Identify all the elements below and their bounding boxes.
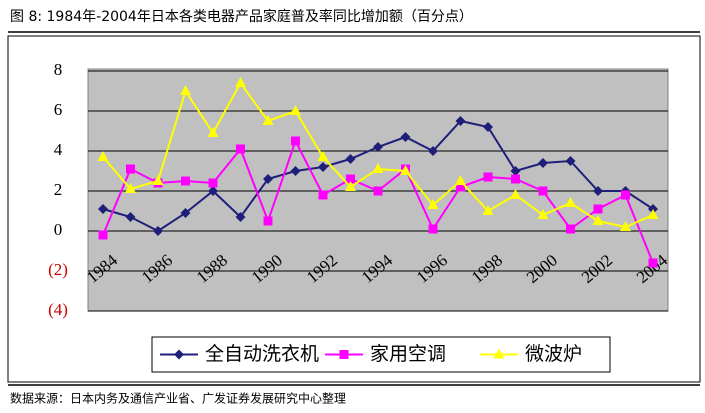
point bbox=[648, 258, 658, 268]
point bbox=[455, 116, 466, 126]
point bbox=[152, 175, 164, 185]
point bbox=[263, 174, 273, 184]
y-tick-label: 0 bbox=[54, 220, 63, 239]
legend-marker bbox=[339, 350, 349, 359]
point bbox=[373, 142, 383, 152]
y-tick-label: 6 bbox=[54, 100, 63, 119]
y-tick-label: 4 bbox=[54, 140, 63, 159]
legend-box bbox=[151, 336, 611, 373]
point bbox=[291, 136, 300, 146]
legend-marker bbox=[174, 349, 184, 360]
legend-label: 微波炉 bbox=[525, 343, 582, 365]
point bbox=[538, 158, 548, 168]
point bbox=[482, 205, 494, 215]
legend-marker bbox=[493, 348, 505, 359]
point bbox=[180, 85, 191, 95]
point bbox=[427, 199, 439, 209]
point bbox=[98, 204, 108, 214]
point bbox=[593, 204, 603, 214]
legend-label: 全自动洗衣机 bbox=[205, 343, 319, 365]
point bbox=[125, 212, 136, 222]
point bbox=[400, 165, 411, 175]
chart-frame bbox=[7, 35, 701, 383]
legend-label: 家用空调 bbox=[370, 343, 446, 365]
point bbox=[97, 151, 109, 161]
point bbox=[235, 212, 246, 222]
point bbox=[400, 132, 411, 142]
point bbox=[456, 182, 465, 192]
point bbox=[428, 224, 438, 234]
point bbox=[235, 77, 246, 87]
point bbox=[510, 166, 521, 176]
point bbox=[592, 215, 604, 225]
point bbox=[372, 163, 384, 173]
point bbox=[621, 190, 630, 200]
point bbox=[125, 183, 136, 193]
point bbox=[537, 209, 549, 219]
point bbox=[126, 164, 135, 174]
y-tick-label: 2 bbox=[54, 180, 63, 199]
point bbox=[373, 186, 383, 196]
point bbox=[290, 105, 301, 115]
y-tick-label: 8 bbox=[54, 60, 63, 79]
chart-title: 图 8: 1984年-2004年日本各类电器产品家庭普及率同比增加额（百分点） bbox=[10, 8, 473, 25]
point bbox=[318, 190, 328, 200]
point bbox=[647, 209, 659, 219]
point bbox=[207, 127, 219, 137]
point bbox=[180, 208, 191, 218]
point bbox=[345, 181, 356, 191]
point bbox=[236, 144, 245, 154]
point bbox=[98, 230, 108, 240]
point bbox=[263, 216, 273, 226]
point bbox=[565, 197, 576, 207]
point bbox=[483, 122, 493, 132]
point bbox=[153, 226, 163, 236]
y-tick-label: (2) bbox=[48, 260, 68, 279]
point bbox=[565, 156, 576, 166]
point bbox=[483, 172, 493, 182]
point bbox=[566, 224, 575, 234]
point bbox=[346, 174, 355, 184]
y-tick-label: (4) bbox=[48, 300, 68, 319]
point bbox=[620, 221, 631, 231]
point bbox=[208, 178, 218, 188]
point bbox=[510, 189, 521, 199]
point bbox=[208, 186, 218, 196]
point bbox=[262, 115, 274, 125]
point bbox=[290, 166, 301, 176]
point bbox=[317, 151, 329, 161]
point bbox=[593, 186, 603, 196]
point bbox=[181, 176, 190, 186]
point bbox=[538, 186, 548, 196]
point bbox=[455, 175, 466, 185]
point bbox=[318, 162, 328, 172]
point bbox=[428, 146, 438, 156]
point bbox=[345, 154, 356, 164]
point bbox=[511, 174, 520, 184]
source-note: 数据来源：日本内务及通信产业省、广发证券发展研究中心整理 bbox=[10, 391, 346, 406]
